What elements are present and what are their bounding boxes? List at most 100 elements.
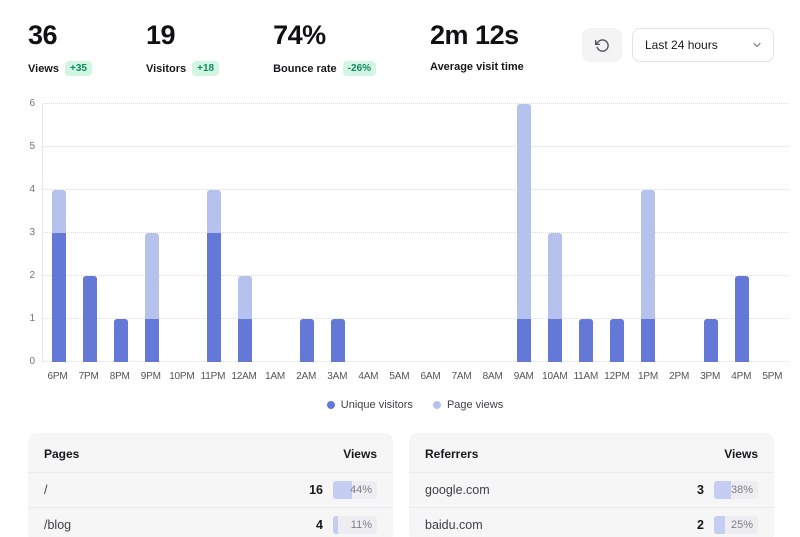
- page-views-bar: [82, 276, 97, 362]
- x-axis-tick-label: 5PM: [762, 371, 783, 382]
- chart-legend: Unique visitors Page views: [42, 399, 788, 411]
- row-values: 2 25%: [697, 516, 758, 534]
- bar-slot-10pm[interactable]: [167, 104, 198, 362]
- x-axis-tick-label: 11PM: [200, 371, 226, 382]
- page-views-bar: [299, 319, 314, 362]
- page-views-bar: [51, 190, 66, 362]
- visitors-label: Visitors: [145, 62, 187, 75]
- bar-slot-9am[interactable]: [509, 104, 540, 362]
- bar-slot-11pm[interactable]: [198, 104, 229, 362]
- page-views-bar: [237, 276, 252, 362]
- row-views-count: 4: [316, 518, 323, 532]
- bar-slot-1pm[interactable]: [633, 104, 664, 362]
- x-axis-tick-label: 9AM: [513, 371, 534, 382]
- stat-visitors[interactable]: 19 Visitors +18: [145, 20, 220, 76]
- unique-visitors-bar: [610, 319, 625, 362]
- page-views-bar: [579, 319, 594, 362]
- bar-slot-7pm[interactable]: [74, 104, 105, 362]
- unique-visitors-bar: [51, 233, 66, 362]
- row-percentage-text: 44%: [349, 484, 372, 496]
- table-row[interactable]: google.com 3 38%: [409, 472, 774, 507]
- bounce-rate-delta-badge: -26%: [342, 61, 377, 76]
- y-axis-tick-label: 0: [29, 356, 35, 367]
- legend-item-unique-visitors: Unique visitors: [326, 399, 413, 411]
- row-percentage-bar: 38%: [714, 481, 758, 499]
- gridline-y-5: [43, 146, 788, 147]
- table-row[interactable]: /blog 4 11%: [28, 507, 393, 537]
- unique-visitors-bar: [206, 233, 221, 362]
- bar-slot-9pm[interactable]: [136, 104, 167, 362]
- bar-slot-12am[interactable]: [229, 104, 260, 362]
- traffic-chart: 0 1 2 3 4 5 6 6PM 7PM 8PM 9PM 10PM 11PM 12AM 1AM 2AM 3A…: [29, 98, 788, 411]
- x-axis-tick-label: 1AM: [265, 371, 286, 382]
- unique-visitors-bar: [330, 319, 345, 362]
- bar-slot-6pm[interactable]: [43, 104, 74, 362]
- views-label: Views: [28, 62, 59, 75]
- legend-dot-icon: [326, 401, 335, 409]
- y-axis-tick-label: 2: [29, 270, 35, 281]
- bar-slot-6am[interactable]: [416, 104, 447, 362]
- stat-bounce-rate[interactable]: 74% Bounce rate -26%: [273, 20, 377, 76]
- card-title: Pages: [44, 447, 80, 461]
- refresh-button[interactable]: [582, 28, 622, 62]
- bar-slot-3am[interactable]: [322, 104, 353, 362]
- row-percentage-bar: 25%: [714, 516, 758, 534]
- stat-avg-visit-time[interactable]: 2m 12s Average visit time: [430, 20, 524, 76]
- date-range-select[interactable]: Last 24 hours: [632, 28, 774, 62]
- rotate-ccw-icon: [594, 38, 610, 53]
- page-views-bar: [330, 319, 345, 362]
- row-name: /: [44, 483, 48, 497]
- unique-visitors-bar: [517, 319, 532, 362]
- x-axis-tick-label: 7AM: [451, 371, 472, 382]
- unique-visitors-bar: [113, 319, 128, 362]
- x-axis-tick-label: 2AM: [296, 371, 317, 382]
- card-header: Pages Views: [28, 433, 393, 472]
- row-percentage-text: 11%: [350, 519, 372, 531]
- bar-slot-3pm[interactable]: [695, 104, 726, 362]
- bar-slot-5pm[interactable]: [757, 104, 788, 362]
- x-axis-tick-label: 3AM: [327, 371, 348, 382]
- unique-visitors-bar: [299, 319, 314, 362]
- y-axis-tick-label: 5: [29, 141, 35, 152]
- bar-slot-4am[interactable]: [353, 104, 384, 362]
- page-views-bar: [703, 319, 718, 362]
- stat-views[interactable]: 36 Views +35: [28, 20, 92, 76]
- bar-slot-1am[interactable]: [260, 104, 291, 362]
- bar-slot-5am[interactable]: [385, 104, 416, 362]
- stats-header: 36 Views +35 19 Visitors +18 74% Bounce …: [0, 0, 800, 76]
- bar-slot-11am[interactable]: [571, 104, 602, 362]
- x-axis-tick-label: 6PM: [47, 371, 68, 382]
- page-views-bar: [113, 319, 128, 362]
- table-row[interactable]: baidu.com 2 25%: [409, 507, 774, 537]
- bar-slot-4pm[interactable]: [726, 104, 757, 362]
- legend-item-page-views: Page views: [432, 399, 503, 411]
- y-axis-tick-label: 4: [29, 184, 35, 195]
- bar-slot-12pm[interactable]: [602, 104, 633, 362]
- chevron-down-icon: [751, 39, 763, 51]
- unique-visitors-bar: [237, 319, 252, 362]
- x-axis-tick-label: 2PM: [669, 371, 690, 382]
- stats-row: 36 Views +35 19 Visitors +18 74% Bounce …: [28, 20, 524, 76]
- bar-slot-8pm[interactable]: [105, 104, 136, 362]
- bar-slot-7am[interactable]: [447, 104, 478, 362]
- x-axis-tick-label: 8AM: [482, 371, 503, 382]
- unique-visitors-bar: [579, 319, 594, 362]
- unique-visitors-bar: [641, 319, 656, 362]
- percentage-fill: [714, 481, 731, 499]
- pages-card: Pages Views / 16 44% /blog 4 11%: [28, 433, 393, 537]
- x-axis-labels: 6PM 7PM 8PM 9PM 10PM 11PM 12AM 1AM 2AM 3AM 4AM 5AM 6…: [42, 371, 788, 382]
- views-value: 36: [28, 20, 58, 50]
- avg-visit-time-label: Average visit time: [430, 61, 524, 73]
- x-axis-tick-label: 3PM: [700, 371, 721, 382]
- gridline-y-0: [43, 361, 788, 362]
- x-axis-tick-label: 8PM: [109, 371, 130, 382]
- table-row[interactable]: / 16 44%: [28, 472, 393, 507]
- bar-slot-2am[interactable]: [291, 104, 322, 362]
- percentage-fill: [714, 516, 725, 534]
- avg-visit-time-value: 2m 12s: [430, 20, 519, 50]
- bar-slot-10am[interactable]: [540, 104, 571, 362]
- percentage-fill: [333, 481, 353, 499]
- bar-slot-2pm[interactable]: [664, 104, 695, 362]
- bar-slot-8am[interactable]: [478, 104, 509, 362]
